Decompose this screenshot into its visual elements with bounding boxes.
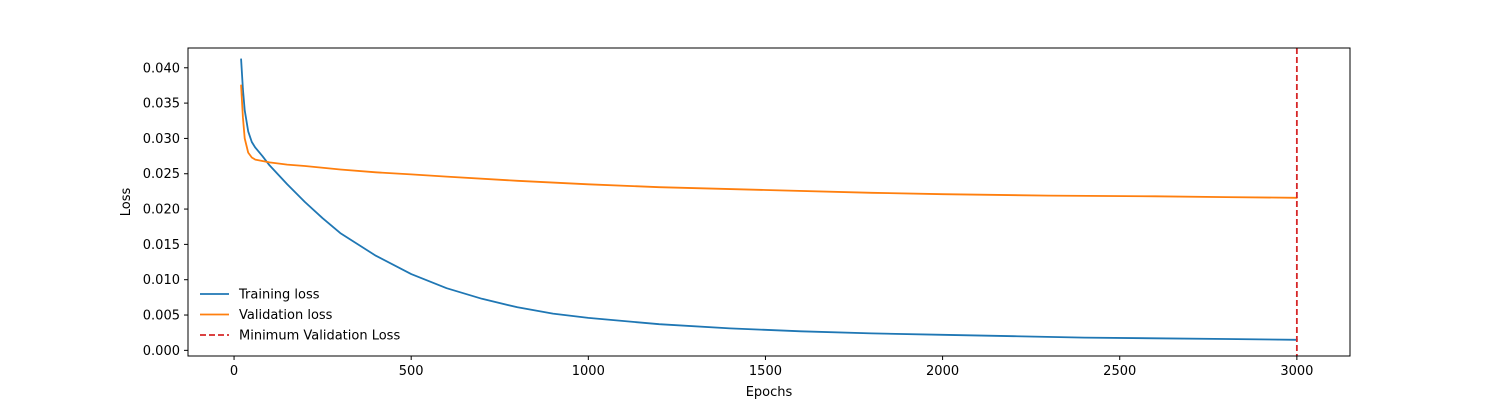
legend-label: Minimum Validation Loss: [239, 329, 400, 344]
y-tick-label: 0.020: [143, 203, 180, 218]
y-tick-label: 0.015: [143, 238, 180, 253]
x-tick-label: 1500: [749, 364, 782, 379]
plot-area: [240, 48, 1298, 356]
legend-entry: Validation loss: [200, 308, 333, 323]
y-tick-label: 0.025: [143, 167, 180, 182]
y-tick-label: 0.000: [143, 344, 180, 359]
x-tick-label: 2500: [1103, 364, 1136, 379]
y-axis-label: Loss: [119, 188, 134, 217]
y-tick-label: 0.040: [143, 61, 180, 76]
series-line-training-loss: [240, 58, 1298, 341]
y-tick-label: 0.035: [143, 97, 180, 112]
x-tick-label: 500: [399, 364, 424, 379]
x-tick-label: 2000: [926, 364, 959, 379]
x-tick-label: 1000: [572, 364, 605, 379]
series-line-validation-loss: [240, 84, 1298, 199]
legend: Training loss Validation loss Minimum Vali…: [200, 288, 400, 344]
y-tick-label: 0.030: [143, 132, 180, 147]
y-tick-label: 0.010: [143, 273, 180, 288]
legend-entry: Training loss: [200, 288, 320, 303]
x-axis-ticks: 0 500 1000 1500 2000 2500 3000: [230, 356, 1313, 379]
legend-label: Validation loss: [239, 308, 333, 323]
x-axis-label: Epochs: [746, 385, 793, 400]
legend-label: Training loss: [238, 288, 320, 303]
y-tick-label: 0.005: [143, 309, 180, 324]
x-tick-label: 3000: [1280, 364, 1313, 379]
legend-entry: Minimum Validation Loss: [200, 329, 400, 344]
y-axis-ticks: 0.000 0.005 0.010 0.015 0.020 0.025 0.030 0.035…: [143, 61, 188, 359]
axes-frame: [187, 47, 1351, 357]
x-tick-label: 0: [230, 364, 238, 379]
